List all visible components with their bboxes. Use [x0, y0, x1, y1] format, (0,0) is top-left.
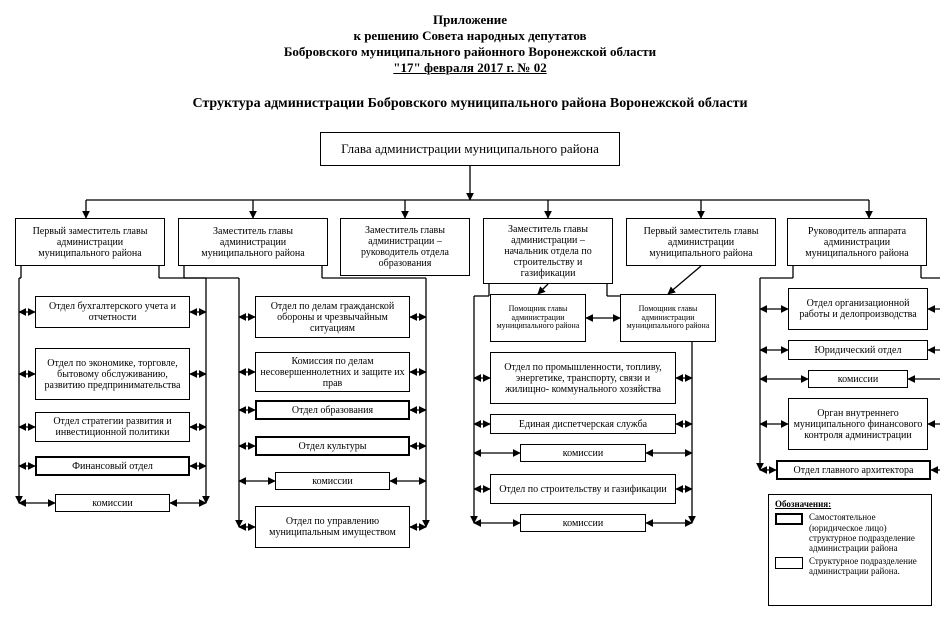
sub-box-16: Отдел по строительству и газификации	[490, 474, 676, 504]
sub-box-5: Отдел по делам гражданской обороны и чре…	[255, 296, 410, 338]
sub-box-19: Юридический отдел	[788, 340, 928, 360]
sub-box-3: Финансовый отдел	[35, 456, 190, 476]
sub-box-11: Помощник главы администрации муниципальн…	[490, 294, 586, 342]
sub-box-1: Отдел по экономике, торговле, бытовому о…	[35, 348, 190, 400]
sub-box-13: Отдел по промышленности, топливу, энерге…	[490, 352, 676, 404]
sub-box-17: комиссии	[520, 514, 646, 532]
header-line-4: Структура администрации Бобровского муни…	[0, 96, 940, 112]
deputy-2: Заместитель главы администрации – руково…	[340, 218, 470, 276]
deputy-1: Заместитель главы администрации муниципа…	[178, 218, 328, 266]
legend-title: Обозначения:	[775, 499, 925, 509]
sub-box-6: Комиссия по делам несовершеннолетних и з…	[255, 352, 410, 392]
header-line-0: Приложение	[0, 12, 940, 28]
legend-swatch-thick	[775, 513, 803, 525]
sub-box-9: комиссии	[275, 472, 390, 490]
header-line-3: "17" февраля 2017 г. № 02	[0, 60, 940, 76]
sub-box-2: Отдел стратегии развития и инвестиционно…	[35, 412, 190, 442]
sub-box-22: Отдел главного архитектора	[776, 460, 931, 480]
sub-box-4: комиссии	[55, 494, 170, 512]
header-line-1: к решению Совета народных депутатов	[0, 28, 940, 44]
sub-box-14: Единая диспетчерская служба	[490, 414, 676, 434]
sub-box-0: Отдел бухгалтерского учета и отчетности	[35, 296, 190, 328]
legend-row-0: Самостоятельное (юридическое лицо) струк…	[775, 512, 925, 553]
deputy-4: Первый заместитель главы администрации м…	[626, 218, 776, 266]
deputy-3: Заместитель главы администрации – началь…	[483, 218, 613, 284]
sub-box-20: комиссии	[808, 370, 908, 388]
sub-box-8: Отдел культуры	[255, 436, 410, 456]
legend-label: Структурное подразделение администрации …	[809, 556, 925, 577]
sub-box-18: Отдел организационной работы и делопроиз…	[788, 288, 928, 330]
header-line-2: Бобровского муниципального районного Вор…	[0, 44, 940, 60]
deputy-0: Первый заместитель главы администрации м…	[15, 218, 165, 266]
legend: Обозначения: Самостоятельное (юридическое…	[768, 494, 932, 606]
legend-row-1: Структурное подразделение администрации …	[775, 556, 925, 577]
sub-box-21: Орган внутреннего муниципального финансо…	[788, 398, 928, 450]
legend-swatch-thin	[775, 557, 803, 569]
legend-label: Самостоятельное (юридическое лицо) струк…	[809, 512, 925, 553]
sub-box-15: комиссии	[520, 444, 646, 462]
deputy-5: Руководитель аппарата администрации муни…	[787, 218, 927, 266]
sub-box-12: Помощник главы администрации муниципальн…	[620, 294, 716, 342]
root-head: Глава администрации муниципального район…	[320, 132, 620, 166]
sub-box-7: Отдел образования	[255, 400, 410, 420]
sub-box-10: Отдел по управлению муниципальным имущес…	[255, 506, 410, 548]
